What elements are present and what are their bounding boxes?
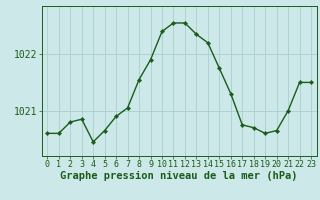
X-axis label: Graphe pression niveau de la mer (hPa): Graphe pression niveau de la mer (hPa) xyxy=(60,171,298,181)
